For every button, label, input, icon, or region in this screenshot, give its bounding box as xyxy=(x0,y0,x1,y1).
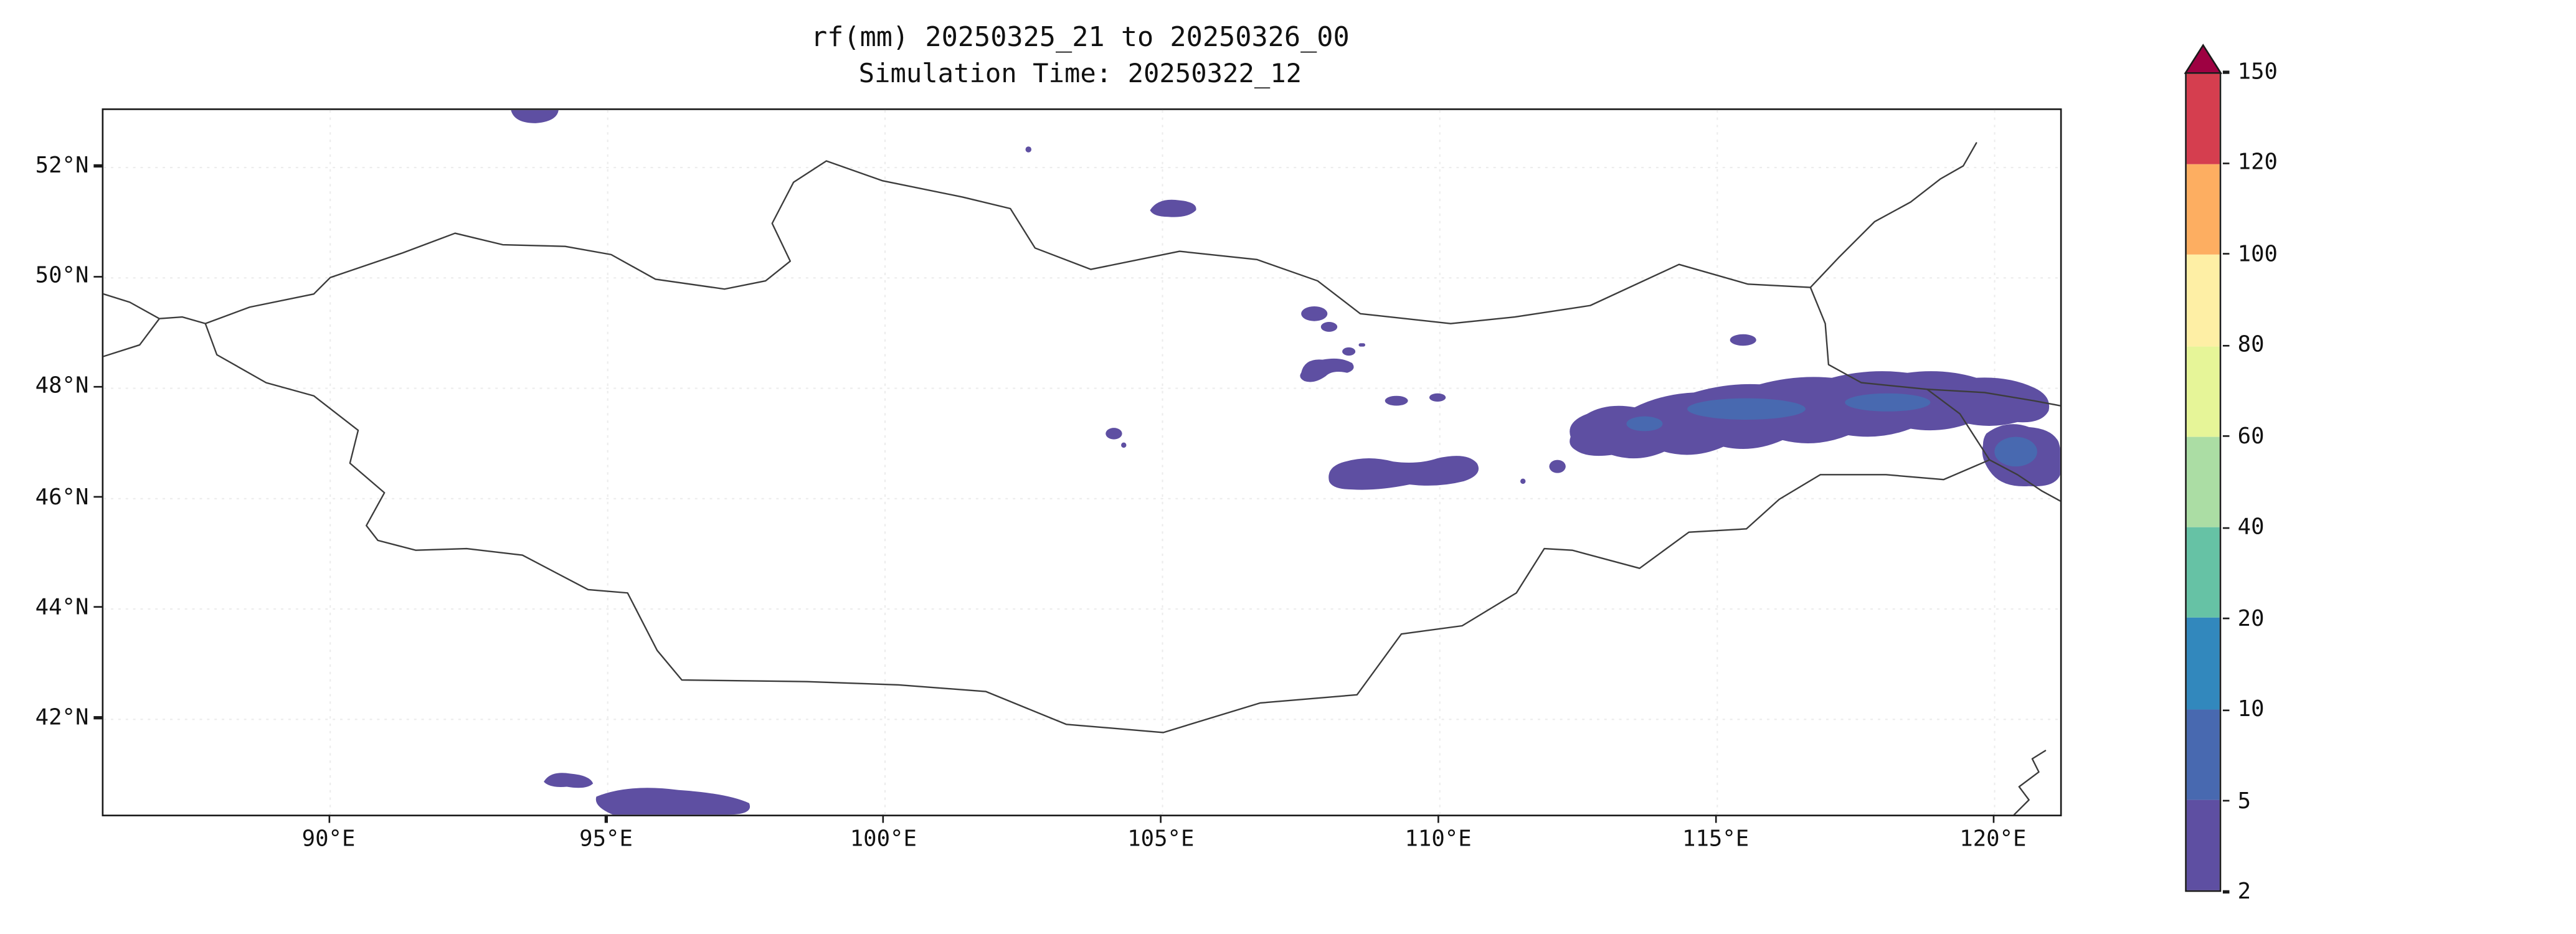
x-tick-label: 105°E xyxy=(1127,826,1195,853)
colorbar-tick-mark xyxy=(2222,526,2230,529)
x-tick-mark xyxy=(1992,814,1995,823)
corner-border-line xyxy=(2013,750,2047,815)
colorbar-tick-mark xyxy=(2222,709,2230,711)
x-tick-mark xyxy=(1437,814,1440,823)
country-borders xyxy=(103,142,2060,815)
colorbar-segment xyxy=(2186,436,2220,527)
y-tick-label: 46°N xyxy=(35,484,89,511)
x-tick-label: 120°E xyxy=(1959,826,2027,853)
rain-blob-48n-108e xyxy=(1300,358,1354,382)
colorbar-segment xyxy=(2186,73,2220,165)
y-tick-mark xyxy=(93,275,102,278)
colorbar-tick-label: 10 xyxy=(2237,696,2265,723)
colorbar-tick-mark xyxy=(2222,71,2230,73)
rain-band-bottom-edge xyxy=(595,788,751,815)
rain-blob-46n-109e xyxy=(1328,456,1479,490)
rain-blob xyxy=(1730,334,1756,346)
x-tick-label: 110°E xyxy=(1404,826,1472,853)
colorbar-extend-arrow-icon xyxy=(2184,44,2223,74)
x-tick-mark xyxy=(605,814,608,823)
colorbar-tick-label: 20 xyxy=(2237,605,2265,632)
west-border-lines xyxy=(103,293,206,357)
rain-blob xyxy=(1429,393,1446,402)
mongolia-outline xyxy=(204,160,1991,734)
colorbar-segment xyxy=(2186,618,2220,709)
y-tick-label: 42°N xyxy=(35,704,89,731)
x-tick-mark xyxy=(328,814,330,823)
colorbar-tick-mark xyxy=(2222,617,2230,620)
colorbar-tick-mark xyxy=(2222,800,2230,802)
page-title: rf(mm) 20250325_21 to 20250326_00 xyxy=(810,21,1350,53)
rain-blob xyxy=(1342,347,1356,356)
x-tick-label: 115°E xyxy=(1682,826,1750,853)
colorbar-tick-label: 120 xyxy=(2237,150,2278,177)
x-tick-mark xyxy=(1715,814,1717,823)
rain-blob xyxy=(1320,322,1338,332)
colorbar-tick-label: 40 xyxy=(2237,514,2265,541)
rain-band-east-main xyxy=(1570,371,2050,459)
y-tick-label: 52°N xyxy=(35,153,89,179)
y-tick-label: 44°N xyxy=(35,594,89,621)
y-tick-mark xyxy=(93,164,102,167)
colorbar-tick-label: 2 xyxy=(2237,879,2252,905)
rain-areas-2-5mm xyxy=(511,110,2060,815)
page-subtitle: Simulation Time: 20250322_12 xyxy=(858,57,1302,89)
rain-inner-blob xyxy=(1626,416,1663,432)
colorbar-tick-mark xyxy=(2222,344,2230,347)
colorbar-segment xyxy=(2186,164,2220,256)
colorbar-segment xyxy=(2186,346,2220,437)
y-tick-label: 50°N xyxy=(35,263,89,290)
title-block: rf(mm) 20250325_21 to 20250326_00 Simula… xyxy=(102,20,2059,90)
east-border-line xyxy=(1926,388,2060,502)
rain-blob xyxy=(1385,395,1408,406)
colorbar-tick-label: 80 xyxy=(2237,332,2265,359)
colorbar-tick-label: 60 xyxy=(2237,423,2265,450)
rain-areas-5-10mm xyxy=(1626,393,2037,467)
rain-blob-51n-105e xyxy=(1150,199,1196,217)
rain-band-bottom-hook xyxy=(544,773,594,788)
russia-china-border-line xyxy=(1809,142,1977,288)
x-tick-mark xyxy=(882,814,885,823)
x-tick-mark xyxy=(1160,814,1162,823)
colorbar-tick-label: 5 xyxy=(2237,787,2252,814)
rain-inner-blob xyxy=(1994,436,2037,467)
rain-inner-blob xyxy=(1687,398,1806,420)
x-tick-label: 90°E xyxy=(301,826,356,853)
rain-blob-47n-104e xyxy=(1106,428,1122,440)
rain-inner-blob xyxy=(1845,393,1931,412)
colorbar-segment xyxy=(2186,255,2220,346)
colorbar-tick-label: 100 xyxy=(2237,241,2278,268)
rain-speck xyxy=(1358,343,1366,347)
y-tick-label: 48°N xyxy=(35,373,89,400)
rain-speck xyxy=(1520,478,1526,484)
colorbar-segment xyxy=(2186,799,2220,890)
colorbar-segment xyxy=(2186,709,2220,800)
rain-blob-47n-112e xyxy=(1549,460,1566,473)
y-tick-mark xyxy=(93,385,102,388)
rain-speck xyxy=(1121,442,1127,448)
colorbar-tick-mark xyxy=(2222,162,2230,164)
rain-speck xyxy=(1025,146,1032,153)
rain-blob xyxy=(1301,306,1328,321)
colorbar xyxy=(2185,72,2222,892)
colorbar-tick-mark xyxy=(2222,435,2230,438)
y-tick-mark xyxy=(93,717,102,719)
x-tick-label: 100°E xyxy=(850,826,917,853)
colorbar-tick-label: 150 xyxy=(2237,59,2278,86)
x-tick-label: 95°E xyxy=(579,826,633,853)
colorbar-tick-mark xyxy=(2222,253,2230,256)
gridlines xyxy=(103,110,2060,815)
rain-blob-top-edge xyxy=(511,110,559,123)
plot-area xyxy=(102,108,2062,816)
y-tick-mark xyxy=(93,606,102,609)
map-canvas xyxy=(103,110,2060,815)
y-tick-mark xyxy=(93,496,102,499)
colorbar-segment xyxy=(2186,527,2220,618)
colorbar-tick-mark xyxy=(2222,890,2230,893)
